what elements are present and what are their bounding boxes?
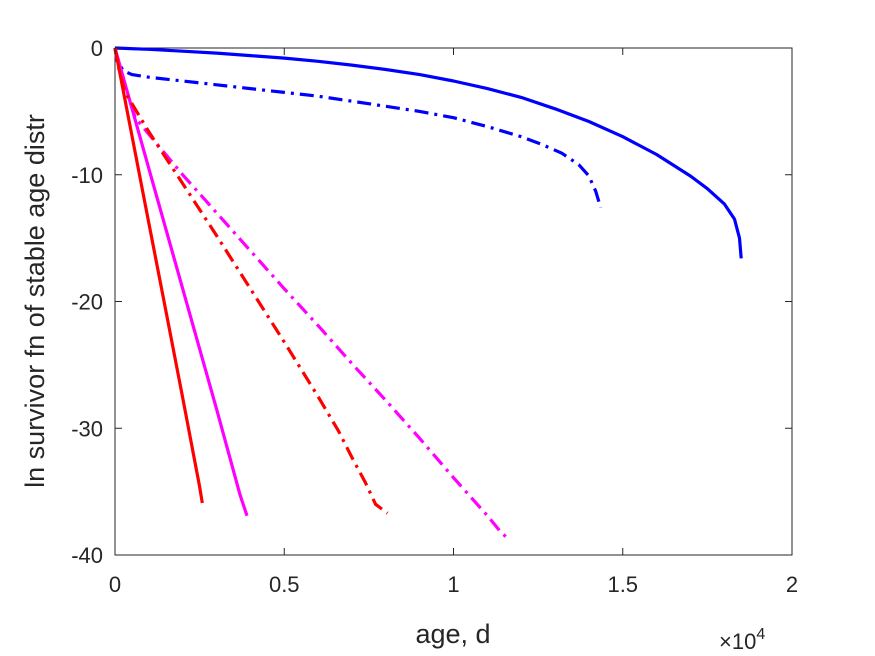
x-tick-label: 0 [109,572,121,597]
plot-area [114,47,793,556]
x-exponent-base: ×10 [719,629,756,654]
x-tick-label: 1 [447,572,459,597]
x-axis-label: age, d [415,619,490,649]
x-exponent-label: ×104 [719,626,765,654]
tick-layer: 0 0.5 1 1.5 2 0 -10 -20 -30 -40 [71,36,798,597]
x-tick-label: 1.5 [607,572,638,597]
y-tick-label: 0 [91,36,103,61]
series-line-4 [113,47,511,541]
x-tick-label: 2 [786,572,798,597]
series-line-2 [113,47,603,209]
series-line-1 [114,46,743,259]
x-exponent-power: 4 [756,626,765,643]
x-tick-label: 0.5 [269,572,300,597]
series-line-3 [113,47,249,517]
series-layer [113,46,743,541]
y-tick-label: -20 [71,290,103,315]
y-tick-label: -30 [71,416,103,441]
y-axis-label: ln survivor fn of stable age distr [20,114,50,488]
series-line-6 [113,47,389,515]
y-tick-label: -10 [71,163,103,188]
y-tick-label: -40 [71,543,103,568]
series-line-5 [113,47,204,504]
